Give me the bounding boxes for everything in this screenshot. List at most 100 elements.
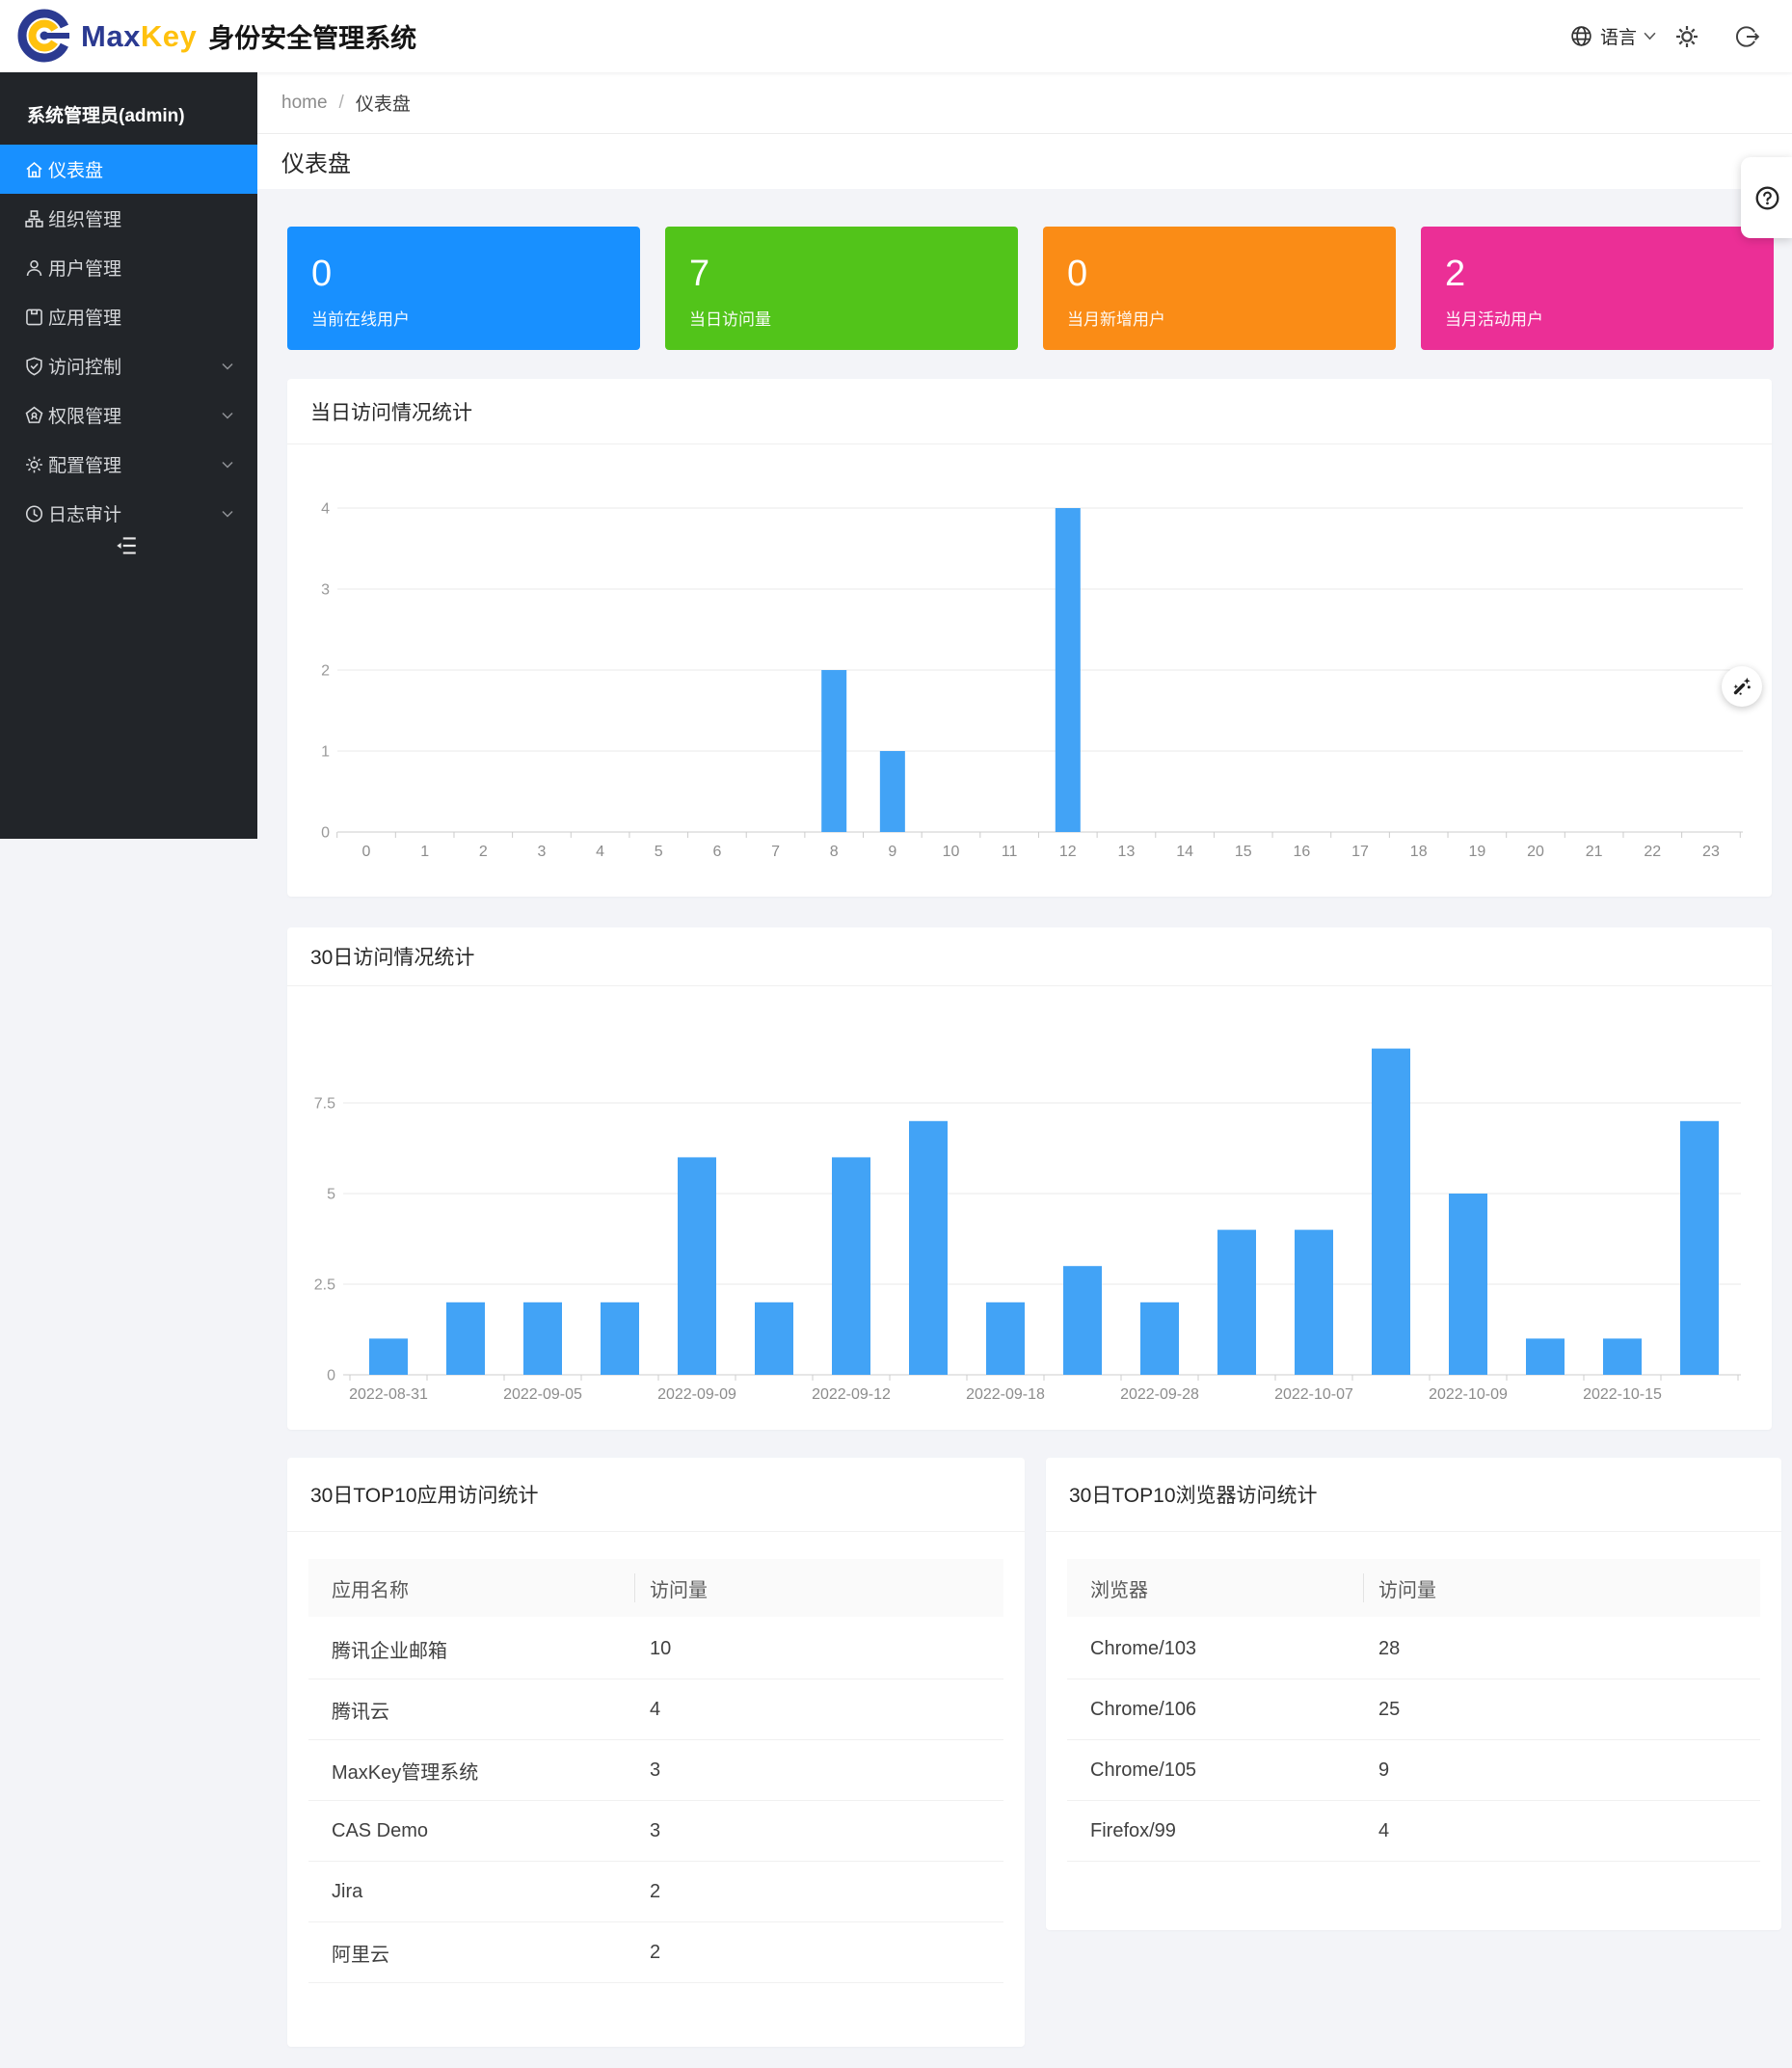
language-menu[interactable]: 语言 <box>1569 0 1656 72</box>
svg-text:5: 5 <box>327 1187 335 1203</box>
svg-text:10: 10 <box>943 844 960 860</box>
sidebar-item-label: 访问控制 <box>48 358 122 378</box>
monthly-visits-card-title: 30日访问情况统计 <box>287 927 1772 986</box>
sidebar-item-audit[interactable]: 日志审计 <box>0 489 257 538</box>
gear-icon <box>24 454 44 474</box>
breadcrumb-home-link[interactable]: home <box>281 92 328 113</box>
svg-text:14: 14 <box>1176 844 1193 860</box>
shield-check-icon <box>24 356 44 376</box>
top10-browsers-card: 30日TOP10浏览器访问统计 浏览器 访问量 Chrome/103 28 Chrome… <box>1046 1458 1781 1930</box>
stat-card-today-visits: 7 当日访问量 <box>665 227 1018 350</box>
menu-fold-icon[interactable] <box>114 533 139 558</box>
question-circle-icon <box>1754 185 1780 211</box>
table-row: Chrome/105 9 <box>1067 1740 1760 1801</box>
breadcrumb-current: 仪表盘 <box>355 94 411 115</box>
sidebar-menu: 仪表盘组织管理 用户管理 应用管理访问控制权限管理配置管理日志审计 <box>0 145 257 538</box>
table-row: 腾讯云 4 <box>308 1679 1003 1740</box>
pentagon-icon <box>24 405 44 425</box>
brand-suffix: 身份安全管理系统 <box>208 24 417 53</box>
settings-button[interactable] <box>1673 0 1700 72</box>
svg-text:2: 2 <box>479 844 488 860</box>
breadcrumb: home / 仪表盘 <box>257 72 1792 134</box>
svg-text:13: 13 <box>1118 844 1136 860</box>
sidebar-item-access[interactable]: 访问控制 <box>0 341 257 390</box>
content-top-strip: home / 仪表盘 仪表盘 <box>257 72 1792 189</box>
sidebar-item-dashboard[interactable]: 仪表盘 <box>0 145 257 194</box>
sidebar-item-label: 配置管理 <box>48 456 122 476</box>
sidebar-item-org[interactable]: 组织管理 <box>0 194 257 243</box>
table-cell-name: Chrome/103 <box>1090 1637 1197 1659</box>
monthly-visits-card: 30日访问情况统计 0 2.5 5 7.5 2022-08-31 2022-09-05 20… <box>287 927 1772 1430</box>
svg-text:7.5: 7.5 <box>314 1096 335 1113</box>
stat-value: 2 <box>1445 254 1466 294</box>
svg-text:17: 17 <box>1351 844 1369 860</box>
stat-label: 当前在线用户 <box>311 310 410 329</box>
table-cell-count: 4 <box>650 1698 661 1720</box>
table-cell-count: 9 <box>1378 1759 1390 1781</box>
table-row: 阿里云 2 <box>308 1922 1003 1983</box>
svg-text:2022-10-09: 2022-10-09 <box>1429 1386 1508 1403</box>
svg-text:8: 8 <box>830 844 839 860</box>
svg-text:2.5: 2.5 <box>314 1277 335 1294</box>
chevron-down-icon <box>222 363 233 370</box>
stat-value: 7 <box>689 254 710 294</box>
stat-value: 0 <box>311 254 333 294</box>
table-col-header: 访问量 <box>650 1579 708 1601</box>
svg-text:20: 20 <box>1527 844 1544 860</box>
org-icon <box>24 208 44 228</box>
table-cell-name: 腾讯云 <box>332 1701 389 1723</box>
svg-text:5: 5 <box>655 844 663 860</box>
svg-text:2022-09-09: 2022-09-09 <box>657 1386 736 1403</box>
table-cell-name: Chrome/106 <box>1090 1698 1197 1720</box>
table-cell-count: 2 <box>650 1941 661 1963</box>
table-row: Firefox/99 4 <box>1067 1801 1760 1862</box>
help-button[interactable] <box>1741 157 1792 238</box>
table-cell-count: 25 <box>1378 1698 1401 1720</box>
table-header-row: 浏览器 访问量 <box>1067 1559 1760 1617</box>
svg-text:2: 2 <box>321 663 330 680</box>
stat-card-month-active-users: 2 当月活动用户 <box>1421 227 1774 350</box>
table-cell-name: Jira <box>332 1880 363 1902</box>
chevron-down-icon <box>1644 32 1656 40</box>
globe-icon <box>1569 24 1593 48</box>
brand-title: Max Key 身份安全管理系统 <box>81 0 416 72</box>
column-separator <box>1363 1573 1364 1602</box>
table-col-header: 应用名称 <box>332 1579 409 1601</box>
table-cell-count: 10 <box>650 1637 672 1659</box>
svg-text:2022-10-07: 2022-10-07 <box>1274 1386 1353 1403</box>
brand-max: Max <box>81 18 141 53</box>
table-cell-name: 阿里云 <box>332 1944 389 1966</box>
logout-button[interactable] <box>1733 0 1760 72</box>
table-col-header: 访问量 <box>1378 1579 1436 1601</box>
table-cell-name: Firefox/99 <box>1090 1819 1176 1841</box>
top10-browsers-card-title: 30日TOP10浏览器访问统计 <box>1046 1458 1781 1532</box>
table-body: Chrome/103 28 Chrome/106 25 Chrome/105 9 Firef… <box>1067 1619 1760 1862</box>
sidebar-item-apps[interactable]: 应用管理 <box>0 292 257 341</box>
daily-visits-card: 当日访问情况统计 0 1 2 3 4 0 1 2 3 4 5 6 7 8 9 10 11 12 13 14 15 16 17… <box>287 379 1772 897</box>
table-row: Chrome/106 25 <box>1067 1679 1760 1740</box>
svg-text:0: 0 <box>362 844 371 860</box>
svg-text:2022-09-12: 2022-09-12 <box>812 1386 891 1403</box>
page-title: 仪表盘 <box>281 151 351 177</box>
table-row: Jira 2 <box>308 1862 1003 1922</box>
table-cell-count: 4 <box>1378 1819 1390 1841</box>
svg-text:11: 11 <box>1002 844 1018 860</box>
table-cell-name: Chrome/105 <box>1090 1759 1197 1781</box>
sidebar-item-label: 仪表盘 <box>48 161 104 181</box>
top10-apps-card: 30日TOP10应用访问统计 应用名称 访问量 腾讯企业邮箱 10 腾讯云 4 MaxKey… <box>287 1458 1025 2047</box>
svg-text:19: 19 <box>1468 844 1485 860</box>
sidebar: 系统管理员(admin) 仪表盘 组织管理 用户管理 应用管理 访问控制 权限管理 配置管理… <box>0 72 257 839</box>
app-header: Max Key 身份安全管理系统 语言 <box>0 0 1792 72</box>
sidebar-item-users[interactable]: 用户管理 <box>0 243 257 292</box>
magic-wand-button[interactable] <box>1722 666 1762 707</box>
sidebar-item-privilege[interactable]: 权限管理 <box>0 390 257 440</box>
stat-label: 当月新增用户 <box>1067 310 1165 329</box>
svg-text:22: 22 <box>1644 844 1661 860</box>
brand-key: Key <box>140 18 198 53</box>
table-body: 腾讯企业邮箱 10 腾讯云 4 MaxKey管理系统 3 CAS Demo 3 Jira 2 阿里云… <box>308 1619 1003 1983</box>
logout-icon <box>1733 23 1760 50</box>
clock-icon <box>24 503 44 524</box>
svg-text:16: 16 <box>1294 844 1311 860</box>
sidebar-item-config[interactable]: 配置管理 <box>0 440 257 489</box>
